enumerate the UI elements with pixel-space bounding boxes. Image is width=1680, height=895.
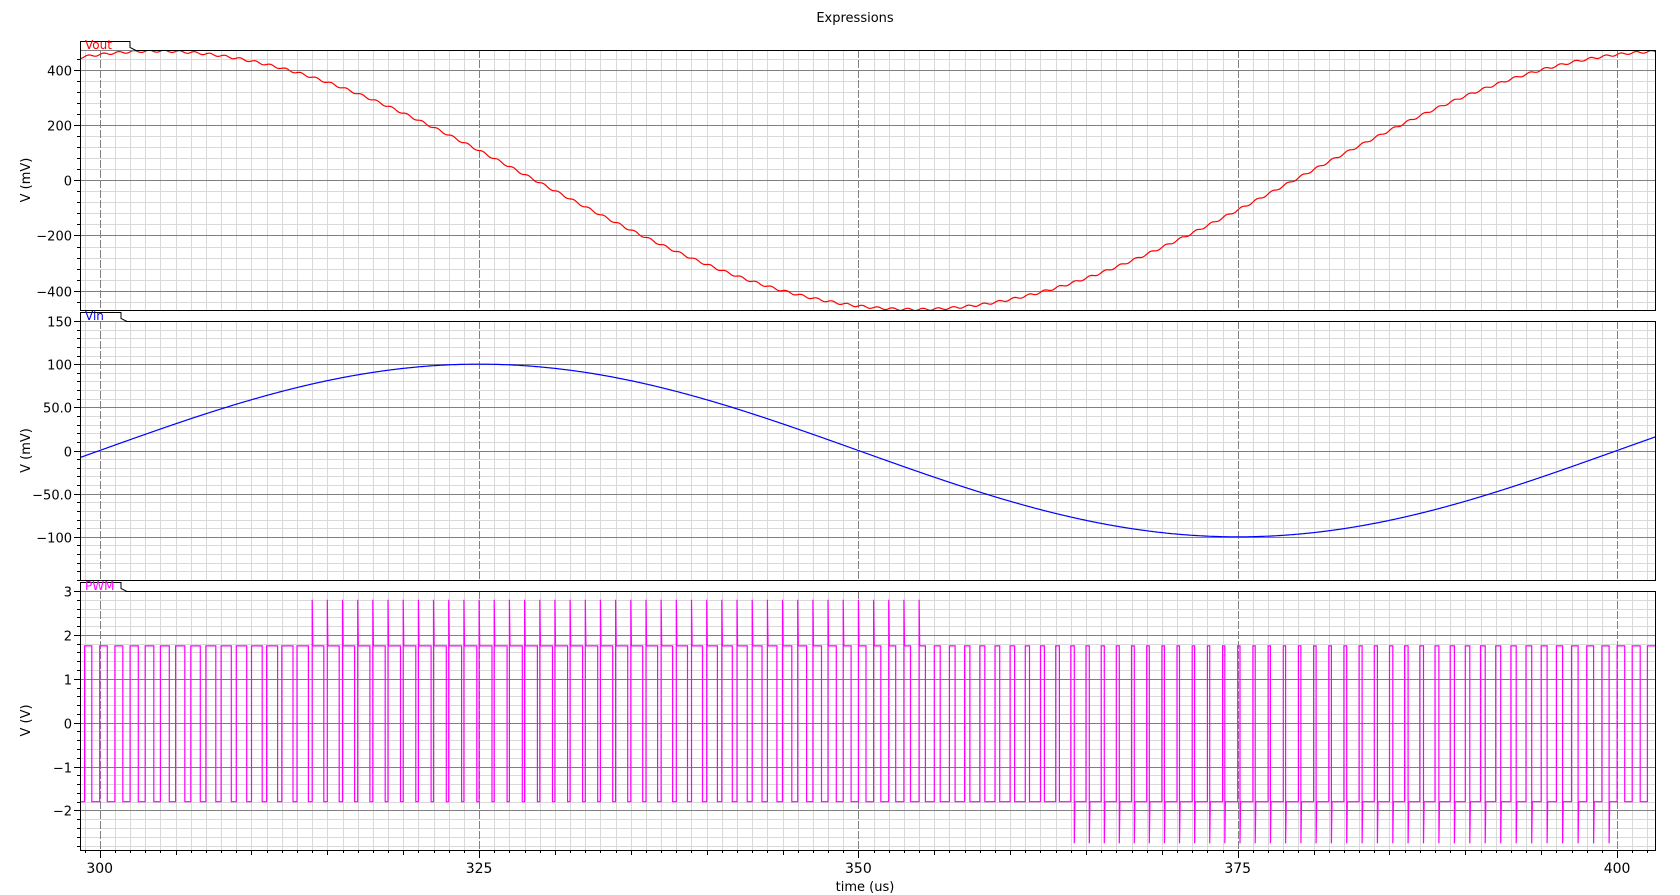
- legend-tab: [80, 582, 128, 592]
- panel-frame: [80, 591, 1656, 851]
- major-grid: [80, 50, 1655, 310]
- y-tick-label: 1: [64, 674, 72, 689]
- major-grid: [80, 591, 1655, 850]
- y-tick-label: −50.0: [32, 489, 72, 504]
- x-tick-label: 300: [86, 861, 113, 877]
- major-grid: [80, 321, 1655, 580]
- y-tick-label: 100: [47, 359, 72, 374]
- panel-frame: [80, 321, 1656, 581]
- legend-tab: [80, 312, 128, 322]
- y-axis-label-vin: V (mV): [19, 428, 34, 473]
- legend-label-pwm: PWM: [85, 579, 114, 593]
- y-tick-label: 200: [47, 120, 72, 135]
- y-tick-label: −2: [53, 805, 72, 820]
- y-tick-label: −100: [36, 532, 72, 547]
- chart-panels: 400 200 0 −200 −400 Vout V (mV) 150 100 50.0 0 −50.…: [19, 38, 1656, 851]
- x-tick-label: 400: [1604, 861, 1631, 877]
- legend-tab: [80, 41, 137, 51]
- x-axis-label: time (us): [836, 880, 895, 895]
- minor-grid: [80, 321, 1655, 581]
- minor-grid: [80, 591, 1655, 850]
- legend-label-vin: Vin: [85, 309, 104, 323]
- panel-vin: 150 100 50.0 0 −50.0 −100 Vin V (mV): [19, 309, 1656, 581]
- series-vin-line: [80, 363, 1655, 538]
- legend-label-vout: Vout: [85, 38, 112, 52]
- y-tick-label: 400: [47, 65, 72, 80]
- y-tick-label: 0: [64, 446, 72, 461]
- y-tick-label: 3: [64, 586, 72, 601]
- y-tick-label: 0: [64, 718, 72, 733]
- chart-title: Expressions: [816, 11, 894, 26]
- y-axis-label-pwm: V (V): [19, 704, 34, 736]
- x-tick-label: 350: [845, 861, 872, 877]
- panel-vout: 400 200 0 −200 −400 Vout V (mV): [19, 38, 1656, 311]
- y-tick-label: 0: [64, 175, 72, 190]
- y-tick-label: −1: [53, 762, 72, 777]
- y-tick-label: −200: [36, 230, 72, 245]
- y-tick-label: 50.0: [43, 402, 72, 417]
- panel-pwm: 3 2 1 0 −1 −2 PWM V (V): [19, 579, 1656, 851]
- x-tick-label: 325: [466, 861, 493, 877]
- x-axis: 300 325 350 375 400: [85, 850, 1648, 877]
- y-axis-label-vout: V (mV): [19, 158, 34, 203]
- series-pwm-line: [80, 599, 1655, 844]
- y-tick-label: −400: [36, 286, 72, 301]
- series-vout-line: [80, 50, 1655, 310]
- y-tick-label: 2: [64, 630, 72, 645]
- panel-frame: [80, 50, 1656, 311]
- y-tick-label: 150: [47, 316, 72, 331]
- x-tick-label: 375: [1224, 861, 1251, 877]
